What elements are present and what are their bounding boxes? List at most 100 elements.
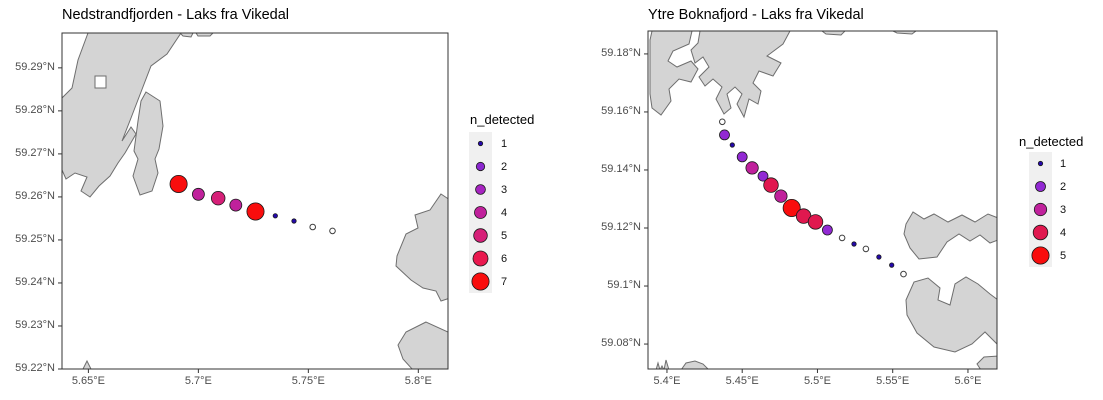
land-polygon bbox=[655, 359, 670, 369]
legend-value-label: 2 bbox=[501, 160, 508, 173]
land-polygon bbox=[649, 31, 699, 116]
detection-point bbox=[822, 224, 833, 236]
land-polygon bbox=[82, 359, 92, 369]
land-polygon bbox=[690, 31, 791, 119]
legend-key-circle bbox=[471, 272, 490, 291]
legend-value-label: 3 bbox=[501, 183, 508, 196]
land-polygon bbox=[903, 211, 997, 260]
panel-title-ytre-boknafjord: Ytre Boknafjord - Laks fra Vikedal bbox=[648, 7, 864, 23]
legend-key-circle bbox=[473, 228, 488, 243]
land-polygon bbox=[179, 33, 194, 38]
legend-value-label: 5 bbox=[501, 229, 508, 242]
detection-point bbox=[272, 213, 278, 219]
detection-point bbox=[774, 189, 788, 203]
legend-value-label: 4 bbox=[1060, 226, 1067, 239]
detection-point bbox=[736, 151, 748, 163]
land-polygon bbox=[681, 360, 709, 369]
x-tick-label: 5.65°E bbox=[71, 375, 105, 387]
detection-point bbox=[729, 142, 735, 148]
map-panel-nedstrandfjorden bbox=[62, 33, 448, 369]
legend-value-label: 6 bbox=[501, 252, 508, 265]
detection-point bbox=[719, 129, 730, 141]
y-tick-label: 59.16°N bbox=[601, 104, 641, 117]
legend-value-label: 2 bbox=[1060, 180, 1067, 193]
land-polygon bbox=[892, 31, 917, 35]
water-notch bbox=[94, 75, 107, 89]
y-tick-label: 59.25°N bbox=[15, 232, 55, 245]
detection-point bbox=[246, 202, 265, 221]
x-tick-label: 5.5°E bbox=[803, 375, 831, 387]
panel-border bbox=[647, 30, 998, 370]
y-tick-label: 59.22°N bbox=[15, 362, 55, 374]
legend-value-label: 1 bbox=[1060, 157, 1067, 170]
y-tick-label: 59.29°N bbox=[15, 60, 55, 73]
y-tick-label: 59.08°N bbox=[601, 337, 641, 350]
x-tick-label: 5.8°E bbox=[404, 375, 432, 387]
legend-key-circle bbox=[474, 206, 487, 219]
detection-point bbox=[862, 245, 870, 253]
land-polygon bbox=[976, 355, 997, 369]
land-polygon bbox=[397, 321, 448, 369]
legend-key-circle bbox=[1035, 181, 1046, 192]
y-tick-label: 59.1°N bbox=[607, 279, 641, 292]
legend-key-circle bbox=[1032, 224, 1049, 241]
detection-point bbox=[169, 174, 188, 193]
detection-point bbox=[838, 234, 846, 242]
land-polygon bbox=[62, 33, 182, 198]
detection-point bbox=[851, 241, 857, 247]
detection-point bbox=[745, 161, 759, 175]
land-polygon bbox=[821, 31, 846, 36]
detection-point bbox=[763, 177, 779, 193]
land-polygon bbox=[395, 193, 448, 302]
x-tick-label: 5.75°E bbox=[291, 375, 325, 387]
legend-key-circle bbox=[1031, 246, 1050, 265]
detection-point bbox=[210, 190, 226, 206]
detection-point bbox=[191, 187, 205, 201]
detection-point bbox=[876, 254, 882, 260]
detection-point bbox=[782, 198, 801, 217]
y-tick-label: 59.24°N bbox=[15, 275, 55, 288]
y-tick-label: 59.12°N bbox=[601, 220, 641, 233]
legend-key-circle bbox=[1037, 160, 1044, 167]
panel-title-nedstrandfjorden: Nedstrandfjorden - Laks fra Vikedal bbox=[62, 7, 290, 23]
panel-border bbox=[61, 32, 449, 370]
land-polygon bbox=[905, 276, 997, 353]
legend-key-circle bbox=[475, 161, 486, 172]
x-tick-label: 5.6°E bbox=[954, 375, 982, 387]
legend-value-label: 5 bbox=[1060, 249, 1067, 262]
legend-value-label: 7 bbox=[501, 275, 508, 288]
legend-key-circle bbox=[472, 250, 489, 267]
legend-key-circle bbox=[1033, 202, 1048, 217]
detection-point bbox=[719, 118, 726, 126]
legend-title: n_detected bbox=[470, 112, 535, 127]
legend-key-circle bbox=[477, 140, 484, 147]
y-tick-label: 59.28°N bbox=[15, 103, 55, 116]
detection-point bbox=[229, 198, 243, 212]
legend-value-label: 4 bbox=[501, 206, 508, 219]
land-polygon bbox=[195, 33, 214, 37]
x-tick-label: 5.4°E bbox=[653, 375, 681, 387]
y-tick-label: 59.18°N bbox=[601, 46, 641, 59]
legend-value-label: 3 bbox=[1060, 203, 1067, 216]
detection-point bbox=[900, 270, 907, 278]
x-tick-label: 5.7°E bbox=[184, 375, 212, 387]
y-tick-label: 59.14°N bbox=[601, 162, 641, 175]
map-panel-ytre-boknafjord bbox=[649, 31, 997, 369]
detection-point bbox=[329, 227, 336, 235]
land-polygon bbox=[132, 91, 164, 196]
y-tick-label: 59.26°N bbox=[15, 189, 55, 202]
x-tick-label: 5.45°E bbox=[725, 375, 759, 387]
detection-point bbox=[807, 214, 824, 230]
y-tick-label: 59.27°N bbox=[15, 146, 55, 159]
legend-title: n_detected bbox=[1019, 134, 1084, 149]
detection-point bbox=[309, 223, 317, 231]
detection-point bbox=[757, 170, 769, 182]
detection-point bbox=[889, 262, 895, 268]
legend-key-circle bbox=[475, 184, 486, 195]
detection-point bbox=[291, 218, 297, 224]
x-tick-label: 5.55°E bbox=[876, 375, 910, 387]
y-tick-label: 59.23°N bbox=[15, 318, 55, 331]
legend-value-label: 1 bbox=[501, 137, 508, 150]
